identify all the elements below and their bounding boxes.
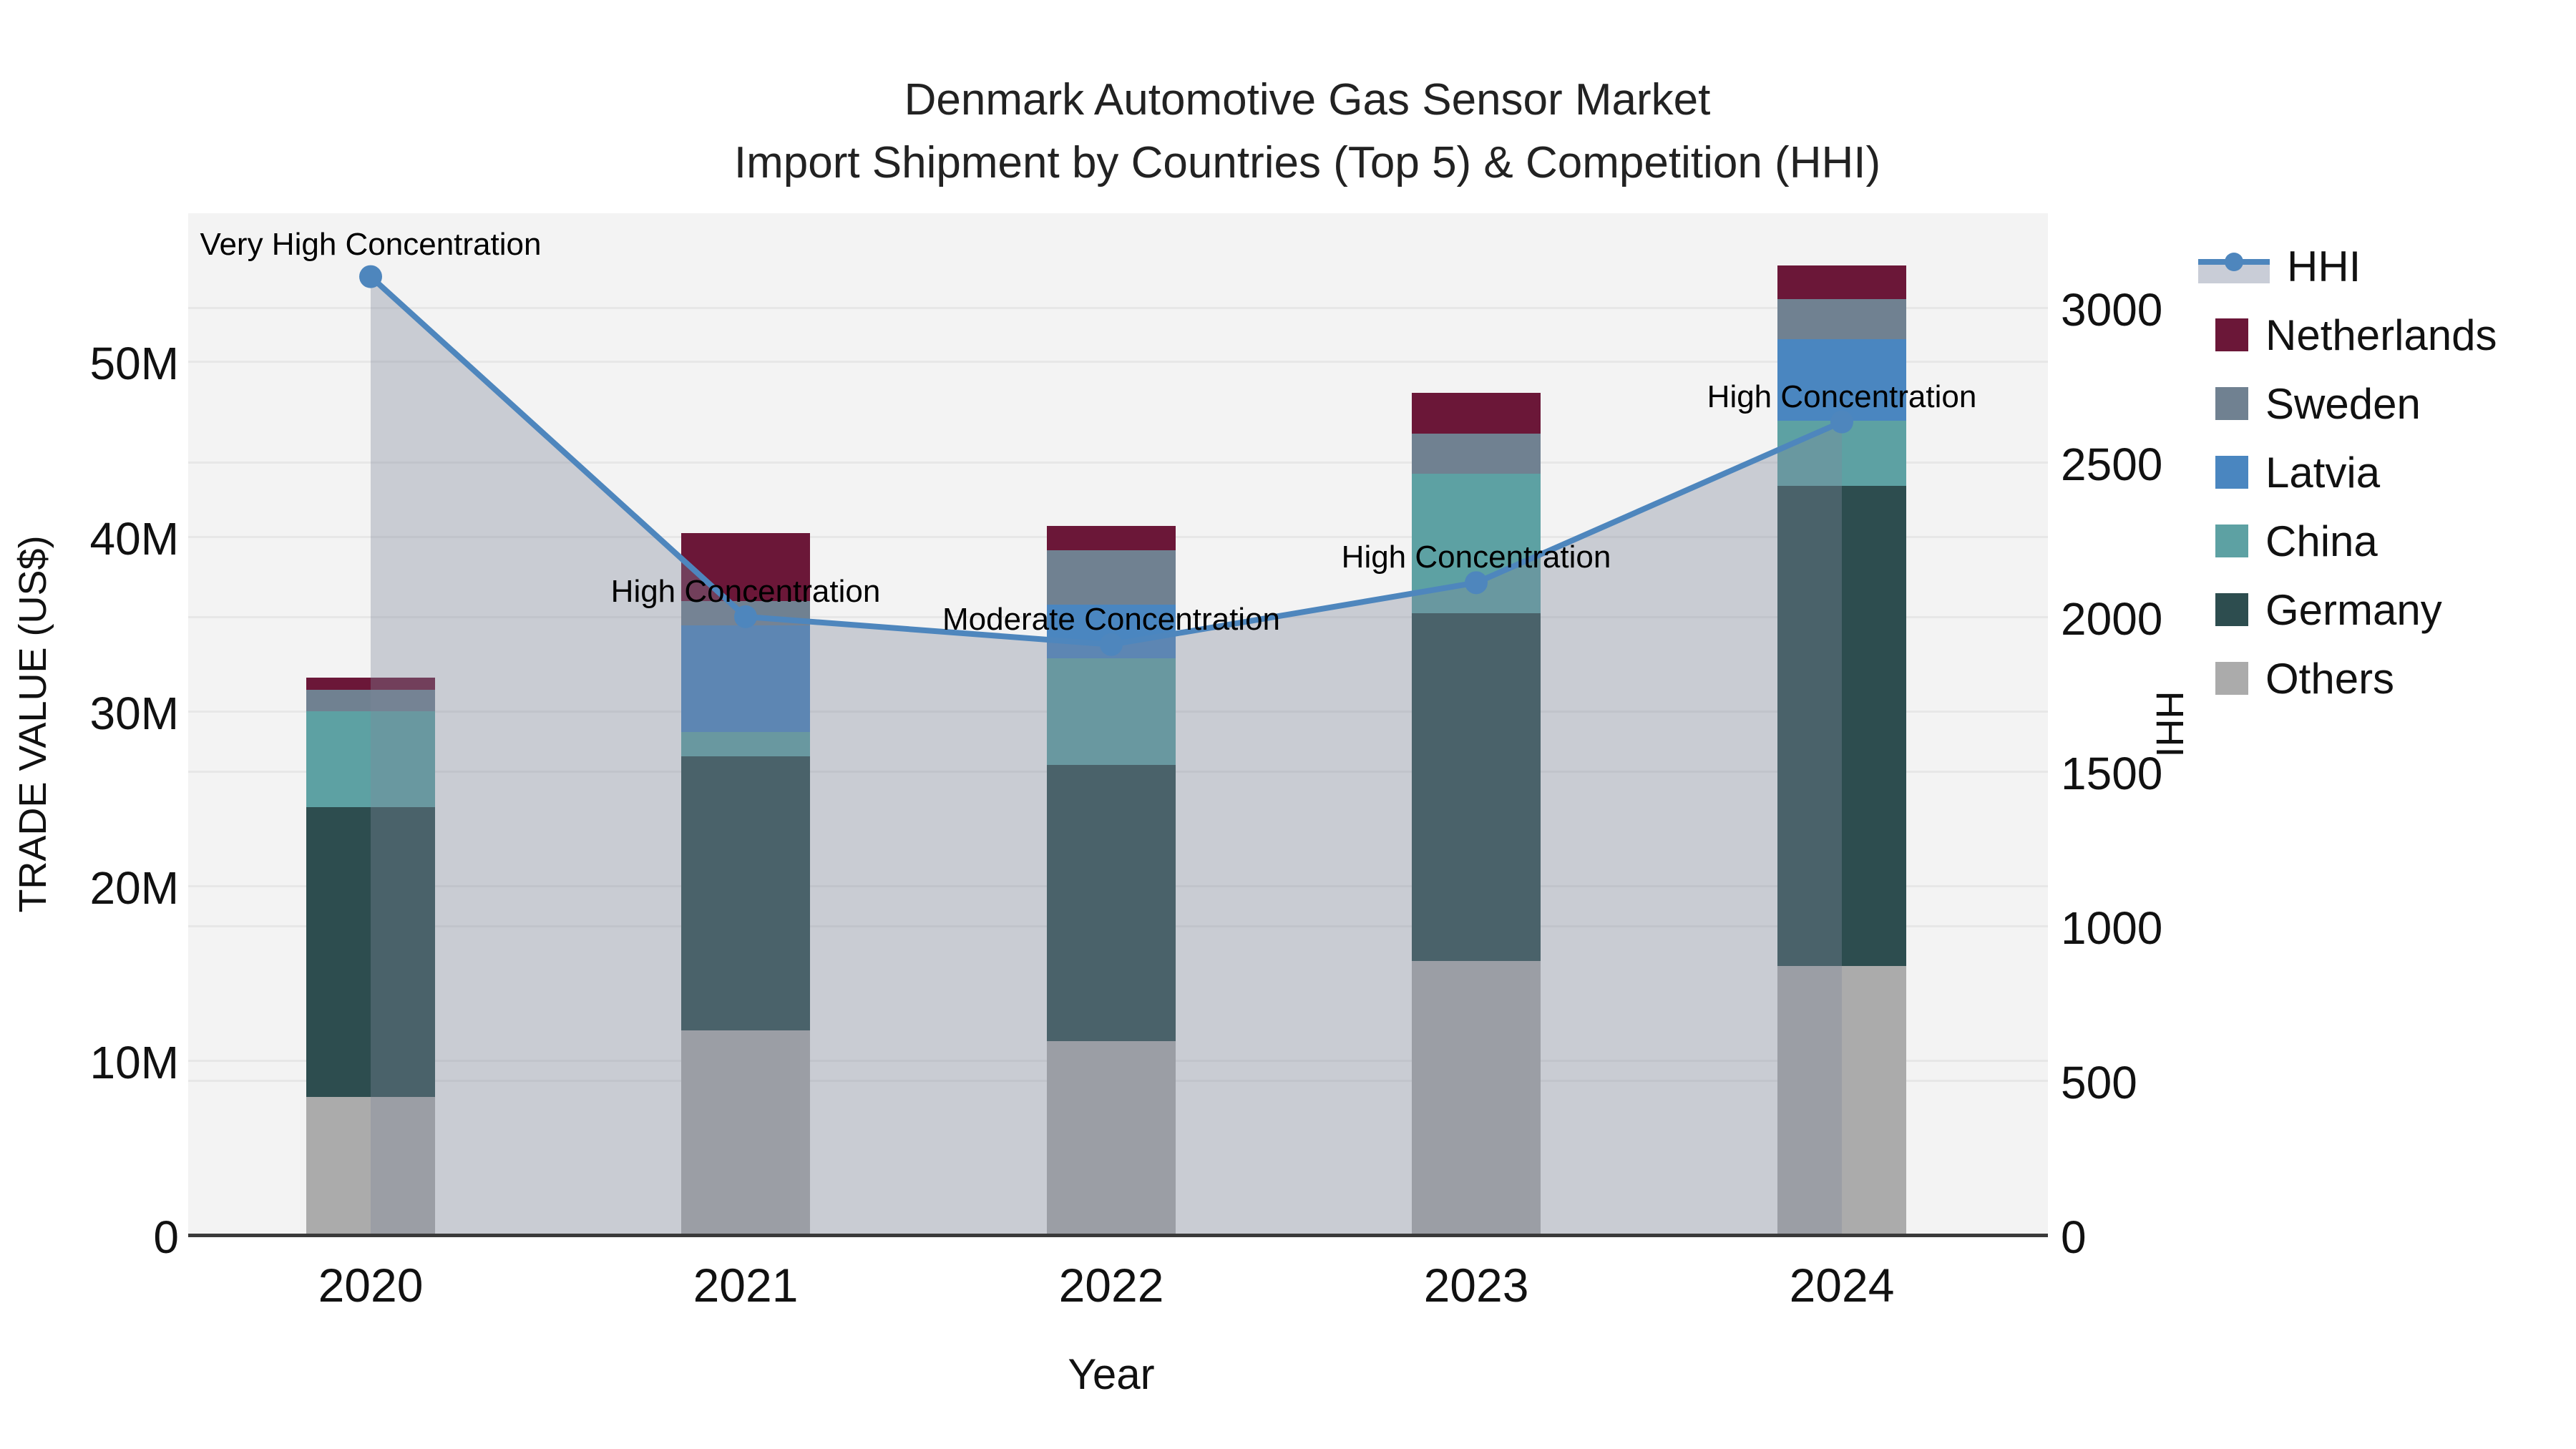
bar-segment-sweden-2023[interactable] (1412, 433, 1541, 474)
x-axis-line (188, 1234, 2048, 1237)
chart-title-line1: Denmark Automotive Gas Sensor Market (904, 75, 1711, 125)
bar-segment-china-2022[interactable] (1047, 658, 1176, 766)
bar-segment-others-2022[interactable] (1047, 1041, 1176, 1235)
bar-segment-germany-2023[interactable] (1412, 613, 1541, 961)
ytick-right-1000: 1000 (2061, 902, 2163, 954)
ytick-left-40M: 40M (89, 512, 180, 565)
annotation-2022: Moderate Concentration (942, 601, 1281, 637)
legend-label-china: China (2265, 517, 2378, 565)
legend-item-latvia[interactable]: Latvia (2198, 448, 2381, 497)
bar-segment-china-2024[interactable] (1777, 421, 1906, 486)
xtick-2021: 2021 (693, 1259, 799, 1312)
xtick-2024: 2024 (1789, 1259, 1895, 1312)
bar-segment-others-2024[interactable] (1777, 966, 1906, 1235)
legend-item-others[interactable]: Others (2198, 654, 2395, 703)
ytick-left-20M: 20M (89, 862, 180, 914)
ytick-right-2500: 2500 (2061, 438, 2163, 490)
bar-segment-germany-2024[interactable] (1777, 485, 1906, 967)
y-axis-title-left: TRADE VALUE (US$) (11, 535, 54, 913)
gridline-right-3000 (188, 306, 2048, 309)
bar-segment-netherlands-2024[interactable] (1777, 265, 1906, 299)
y-axis-title-right: HHI (2148, 691, 2191, 758)
ytick-right-1500: 1500 (2061, 747, 2163, 799)
legend-label-netherlands: Netherlands (2265, 311, 2497, 359)
annotation-2023: High Concentration (1341, 540, 1611, 575)
legend-hhi-line-icon (2198, 248, 2270, 285)
legend-label-germany: Germany (2265, 585, 2442, 634)
bar-segment-latvia-2021[interactable] (681, 625, 810, 732)
ytick-left-0: 0 (153, 1211, 179, 1263)
x-axis-title: Year (1068, 1350, 1155, 1398)
xtick-2023: 2023 (1423, 1259, 1529, 1312)
legend-label-others: Others (2265, 654, 2395, 703)
xtick-2022: 2022 (1058, 1259, 1164, 1312)
bar-segment-china-2020[interactable] (306, 711, 435, 807)
bar-segment-sweden-2022[interactable] (1047, 550, 1176, 605)
legend-label-sweden: Sweden (2265, 379, 2421, 428)
chart-title-line2: Import Shipment by Countries (Top 5) & C… (733, 138, 1881, 187)
bar-segment-germany-2022[interactable] (1047, 765, 1176, 1042)
xtick-2020: 2020 (318, 1259, 424, 1312)
bar-segment-others-2023[interactable] (1412, 960, 1541, 1235)
ytick-right-0: 0 (2061, 1211, 2087, 1263)
ytick-left-10M: 10M (89, 1036, 180, 1088)
legend-swatch-germany (2215, 593, 2248, 626)
legend-swatch-latvia (2215, 456, 2248, 489)
bar-segment-sweden-2020[interactable] (306, 690, 435, 711)
ytick-right-500: 500 (2061, 1056, 2137, 1108)
legend-item-germany[interactable]: Germany (2198, 585, 2442, 634)
bar-segment-netherlands-2022[interactable] (1047, 525, 1176, 551)
legend-swatch-china (2215, 525, 2248, 557)
legend-swatch-others (2215, 662, 2248, 695)
bar-segment-others-2021[interactable] (681, 1030, 810, 1235)
bar-segment-others-2020[interactable] (306, 1097, 435, 1235)
gridline-right-2500 (188, 461, 2048, 464)
annotation-2020: Very High Concentration (200, 226, 542, 262)
ytick-left-50M: 50M (89, 338, 180, 390)
bar-segment-netherlands-2020[interactable] (306, 678, 435, 691)
legend-item-hhi[interactable]: HHI (2198, 242, 2361, 291)
bar-segment-china-2021[interactable] (681, 731, 810, 757)
legend-item-sweden[interactable]: Sweden (2198, 379, 2421, 428)
legend-label-hhi: HHI (2287, 242, 2361, 291)
gridline-left-50 (188, 361, 2048, 364)
chart-title: Denmark Automotive Gas Sensor Market Imp… (734, 69, 1880, 195)
bar-segment-netherlands-2023[interactable] (1412, 393, 1541, 434)
legend-item-netherlands[interactable]: Netherlands (2198, 311, 2497, 359)
ytick-right-3000: 3000 (2061, 283, 2163, 336)
legend-swatch-netherlands (2215, 318, 2248, 351)
annotation-2021: High Concentration (610, 573, 881, 609)
legend-item-china[interactable]: China (2198, 517, 2378, 565)
ytick-right-2000: 2000 (2061, 592, 2163, 645)
bar-segment-germany-2020[interactable] (306, 806, 435, 1098)
legend-label-latvia: Latvia (2265, 448, 2381, 497)
annotation-2024: High Concentration (1707, 379, 1977, 414)
legend-swatch-sweden (2215, 387, 2248, 420)
bar-segment-sweden-2024[interactable] (1777, 298, 1906, 339)
ytick-left-30M: 30M (89, 687, 180, 739)
bar-segment-germany-2021[interactable] (681, 756, 810, 1031)
